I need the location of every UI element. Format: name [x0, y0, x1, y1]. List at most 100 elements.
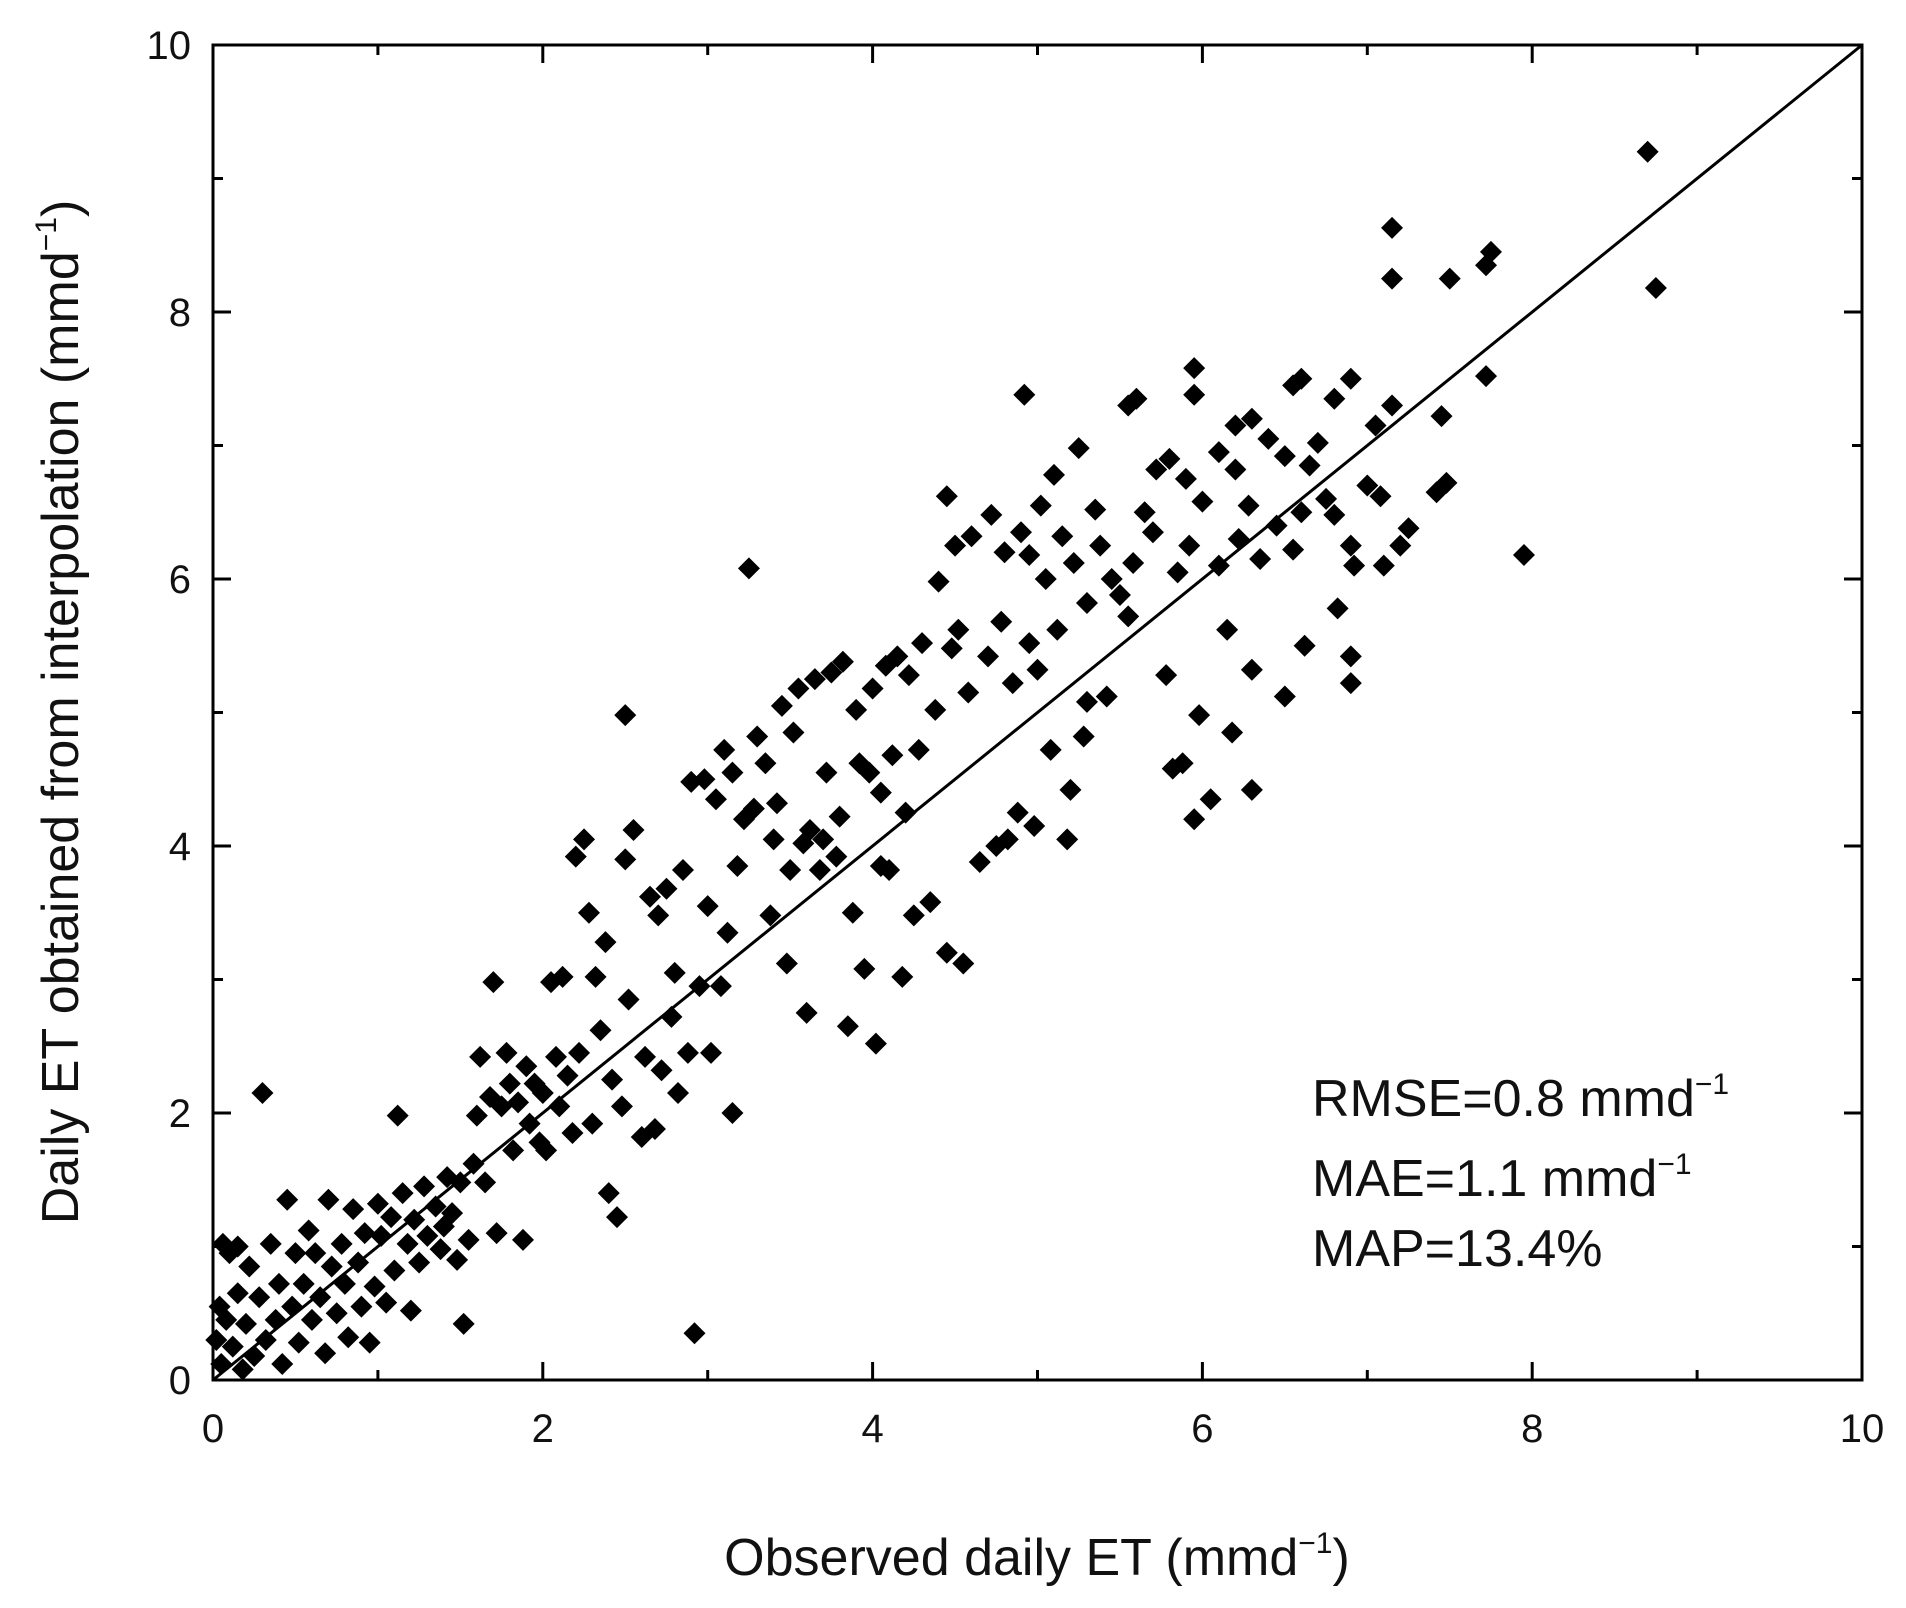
- data-point: [465, 1104, 488, 1127]
- data-point: [292, 1272, 315, 1295]
- data-point: [1227, 527, 1250, 550]
- data-point: [243, 1344, 266, 1367]
- data-point: [891, 965, 914, 988]
- data-point: [1257, 427, 1280, 450]
- data-point: [1224, 414, 1247, 437]
- data-point: [284, 1242, 307, 1265]
- data-point: [759, 904, 782, 927]
- data-point: [1001, 672, 1024, 695]
- data-point: [226, 1235, 249, 1258]
- data-point: [416, 1224, 439, 1247]
- x-tick-label: 6: [1191, 1407, 1213, 1451]
- data-point: [663, 961, 686, 984]
- data-point: [515, 1055, 538, 1078]
- data-point: [254, 1328, 277, 1351]
- rmse-label: RMSE=0.8 mmd−1: [1312, 1068, 1729, 1128]
- data-point: [940, 637, 963, 660]
- data-point: [1023, 814, 1046, 837]
- one-to-one-line: [212, 43, 1863, 1382]
- data-point: [205, 1328, 228, 1351]
- data-point: [1240, 407, 1263, 430]
- data-point: [1117, 605, 1140, 628]
- data-point: [704, 788, 727, 811]
- data-point: [1122, 551, 1145, 574]
- data-point: [1430, 405, 1453, 428]
- data-point: [234, 1312, 257, 1335]
- data-point: [977, 645, 1000, 668]
- data-point: [1397, 517, 1420, 540]
- data-point: [1475, 365, 1498, 388]
- data-point: [782, 721, 805, 744]
- data-point: [812, 828, 835, 851]
- data-point: [462, 1152, 485, 1175]
- data-point: [1425, 481, 1448, 504]
- data-point: [386, 1104, 409, 1127]
- data-point: [836, 1015, 859, 1038]
- data-point: [1039, 738, 1062, 761]
- data-point: [396, 1232, 419, 1255]
- data-point: [1006, 801, 1029, 824]
- data-point: [1512, 543, 1535, 566]
- data-point: [1273, 445, 1296, 468]
- data-point: [370, 1224, 393, 1247]
- data-point: [380, 1206, 403, 1229]
- data-point: [927, 570, 950, 593]
- data-point: [1364, 414, 1387, 437]
- data-point: [432, 1215, 455, 1238]
- data-point: [765, 792, 788, 815]
- data-point: [1237, 494, 1260, 517]
- data-point: [808, 859, 831, 882]
- data-point: [544, 1045, 567, 1068]
- data-point: [676, 1041, 699, 1064]
- y-tick-label: 8: [169, 291, 191, 335]
- data-point: [746, 725, 769, 748]
- data-point: [210, 1352, 233, 1375]
- data-point: [1042, 463, 1065, 486]
- y-axis-label: Daily ET obtained from interpolation (mm…: [30, 200, 90, 1225]
- data-point: [512, 1228, 535, 1251]
- data-point: [581, 1112, 604, 1135]
- data-point: [841, 901, 864, 924]
- data-point: [911, 632, 934, 655]
- data-point: [848, 752, 871, 775]
- data-point: [383, 1259, 406, 1282]
- data-point: [634, 1045, 657, 1068]
- data-point: [399, 1299, 422, 1322]
- data-point: [770, 694, 793, 717]
- data-point: [869, 781, 892, 804]
- data-point: [495, 1041, 518, 1064]
- data-point: [815, 761, 838, 784]
- data-point: [831, 650, 854, 673]
- data-point: [366, 1192, 389, 1215]
- data-point: [1133, 501, 1156, 524]
- data-point: [820, 661, 843, 684]
- data-point: [1029, 494, 1052, 517]
- data-point: [540, 971, 563, 994]
- data-point: [716, 921, 739, 944]
- data-point: [985, 835, 1008, 857]
- data-point: [1155, 664, 1178, 687]
- data-point: [424, 1195, 447, 1218]
- data-point: [577, 901, 600, 924]
- data-point: [333, 1272, 356, 1295]
- data-point: [1315, 487, 1338, 510]
- data-point: [737, 557, 760, 580]
- data-point: [1381, 267, 1404, 290]
- data-point: [528, 1131, 551, 1154]
- data-point: [1339, 367, 1362, 390]
- data-point: [271, 1352, 294, 1375]
- data-point: [795, 1001, 818, 1024]
- data-point: [1644, 276, 1667, 299]
- data-point: [622, 818, 645, 841]
- data-point: [606, 1206, 629, 1229]
- data-point: [1207, 554, 1230, 577]
- data-point: [671, 859, 694, 882]
- data-point: [1010, 521, 1033, 544]
- data-point: [960, 525, 983, 548]
- data-point: [1145, 458, 1168, 481]
- data-point: [556, 1064, 579, 1087]
- data-point: [1298, 454, 1321, 477]
- data-points: [205, 140, 1667, 1381]
- data-point: [1216, 618, 1239, 641]
- data-point: [502, 1139, 525, 1162]
